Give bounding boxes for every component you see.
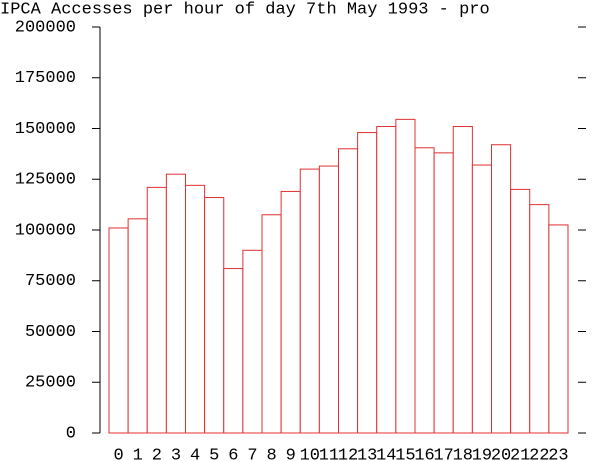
y-tick-label: 175000 [15,69,76,88]
x-tick-label: 7 [247,446,257,461]
bar [433,152,454,434]
x-tick-label: 19 [472,446,492,461]
bar [548,224,569,434]
bar [357,132,378,434]
bar [146,186,167,434]
bar [318,165,339,434]
x-tick-label: 6 [228,446,238,461]
x-tick-label: 18 [453,446,473,461]
x-tick-label: 0 [113,446,123,461]
x-tick-label: 8 [266,446,276,461]
y-tick-label: 75000 [25,272,76,291]
x-tick-label: 14 [376,446,396,461]
bar [452,125,473,434]
y-tick-label: 125000 [15,171,76,190]
bar [242,249,263,434]
bar [376,125,397,434]
x-tick-label: 16 [414,446,434,461]
bar [414,147,435,434]
bar [165,173,186,434]
x-tick-label: 13 [357,446,377,461]
y-tick-label: 200000 [15,18,76,37]
x-tick-label: 17 [433,446,453,461]
chart-title: IPCA Accesses per hour of day 7th May 19… [0,0,490,19]
y-tick-label: 150000 [15,120,76,139]
bar [204,197,225,434]
x-tick-label: 2 [152,446,162,461]
x-tick-label: 23 [548,446,568,461]
y-tick-label: 25000 [25,374,76,393]
bar [510,188,531,434]
x-tick-label: 22 [529,446,549,461]
bar [127,218,148,434]
x-tick-label: 20 [491,446,511,461]
x-tick-label: 5 [209,446,219,461]
bar [471,164,492,434]
bar [223,268,244,434]
bar [185,184,206,434]
x-tick-label: 9 [286,446,296,461]
bar [338,148,359,434]
x-tick-label: 12 [338,446,358,461]
bar [280,190,301,434]
bar [395,118,416,434]
bar [261,214,282,434]
bar [491,144,512,434]
bar [299,168,320,434]
x-tick-label: 11 [319,446,339,461]
x-tick-label: 4 [190,446,200,461]
y-tick-label: 100000 [15,221,76,240]
x-tick-label: 15 [395,446,415,461]
x-tick-label: 1 [133,446,143,461]
bar [108,227,129,434]
x-tick-label: 10 [300,446,320,461]
bar [529,204,550,434]
x-tick-label: 3 [171,446,181,461]
y-tick-label: 50000 [25,323,76,342]
y-tick-label: 0 [66,424,76,443]
x-tick-label: 21 [510,446,530,461]
